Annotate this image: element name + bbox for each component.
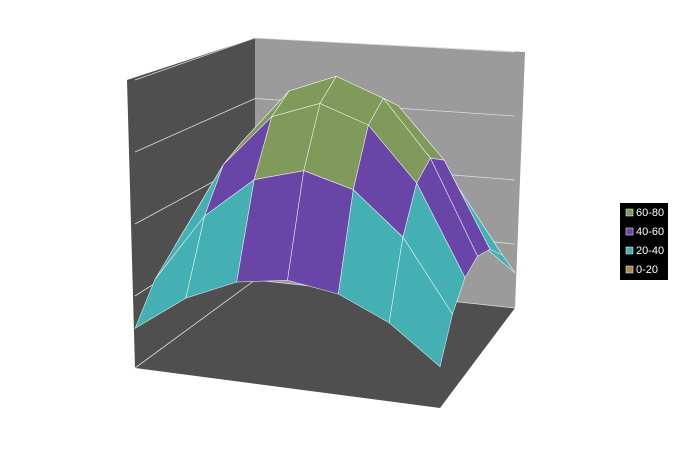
legend-label: 40-60 (636, 226, 664, 238)
legend-swatch (625, 208, 634, 217)
grid-line (134, 37, 516, 81)
grid-line (134, 98, 516, 153)
legend: 60-80 40-60 20-40 0-20 (625, 207, 664, 276)
legend-label: 20-40 (636, 245, 664, 257)
legend-swatch (625, 227, 634, 236)
surface-patch (388, 236, 453, 368)
legend-label: 60-80 (636, 207, 664, 219)
legend-swatch (625, 265, 634, 274)
legend-label: 0-20 (636, 264, 658, 276)
legend-swatch (625, 246, 634, 255)
surface (134, 75, 516, 368)
